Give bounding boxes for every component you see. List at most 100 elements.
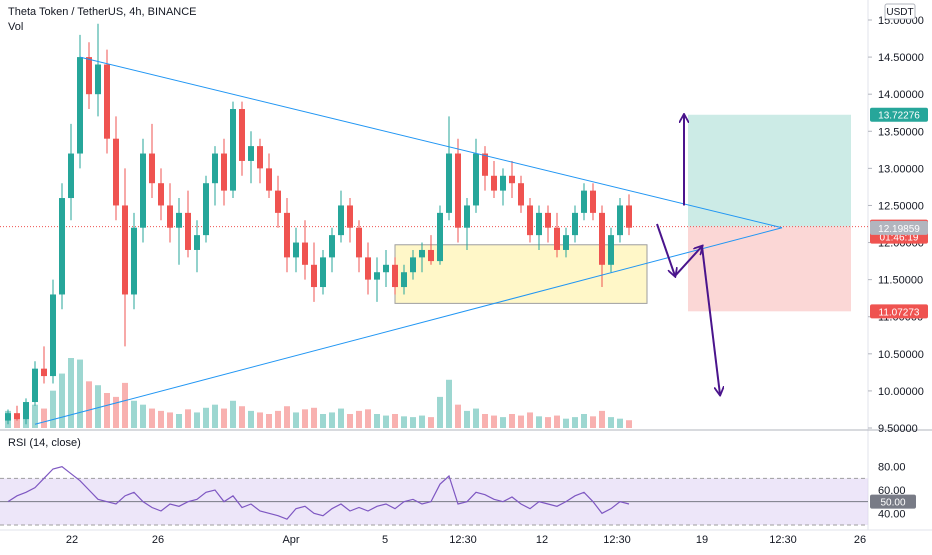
price-badge-label-stop: 11.07273 xyxy=(879,307,920,318)
volume-bar xyxy=(428,417,434,428)
stop-zone xyxy=(688,227,851,312)
candle-body xyxy=(77,57,83,153)
volume-bar xyxy=(293,412,299,428)
time-tick-label: 12 xyxy=(536,534,548,546)
volume-bar xyxy=(50,391,56,428)
candle-body xyxy=(338,205,344,235)
volume-bar xyxy=(392,414,398,428)
candle-body xyxy=(104,65,110,139)
volume-bar xyxy=(410,417,416,428)
candle-body xyxy=(194,235,200,250)
price-tick-label: 11.50000 xyxy=(878,275,923,287)
volume-bar xyxy=(167,412,173,428)
volume-bar xyxy=(509,414,515,428)
candle-body xyxy=(140,154,146,228)
volume-bar xyxy=(320,414,326,428)
volume-bar xyxy=(446,380,452,428)
volume-bar xyxy=(239,406,245,428)
price-tick-label: 12.50000 xyxy=(878,200,924,212)
target-zone xyxy=(688,115,851,227)
price-tick-label: 13.50000 xyxy=(878,126,924,138)
candle-body xyxy=(266,168,272,190)
price-tick-label: 10.50000 xyxy=(878,349,924,361)
candle-body xyxy=(554,228,560,250)
volume-bar xyxy=(230,401,236,428)
volume-bar xyxy=(311,408,317,428)
projection-arrow xyxy=(657,224,675,276)
time-tick-label: 12:30 xyxy=(603,534,631,546)
volume-bar xyxy=(176,414,182,428)
candle-body xyxy=(248,146,254,161)
candle-body xyxy=(221,154,227,191)
volume-bar xyxy=(203,408,209,428)
candle-body xyxy=(545,213,551,228)
candle-body xyxy=(590,191,596,213)
candle-body xyxy=(68,154,74,199)
rsi-pane: 80.0060.0040.0050.00 xyxy=(0,462,916,525)
volume-bar xyxy=(419,416,425,428)
candle-body xyxy=(428,250,434,261)
candle-body xyxy=(383,265,389,272)
candle-body xyxy=(230,109,236,191)
candle-body xyxy=(446,154,452,213)
candle-body xyxy=(329,235,335,257)
volume-bar xyxy=(32,405,38,428)
candle-body xyxy=(518,183,524,205)
volume-bar xyxy=(131,401,137,428)
volume-bar xyxy=(266,414,272,428)
volume-bar xyxy=(122,383,128,428)
volume-label: Vol xyxy=(8,21,23,33)
volume-bar xyxy=(149,409,155,428)
candle-body xyxy=(185,213,191,250)
time-tick-label: 12:30 xyxy=(449,534,477,546)
volume-bar xyxy=(59,374,65,428)
volume-bar xyxy=(545,417,551,428)
volume-bar xyxy=(608,417,614,428)
candle-body xyxy=(284,213,290,258)
candle-body xyxy=(455,154,461,228)
candle-body xyxy=(167,205,173,227)
volume-bar xyxy=(329,412,335,428)
candle-body xyxy=(293,243,299,258)
volume-bar xyxy=(356,411,362,428)
candle-body xyxy=(347,205,353,227)
volume-bar xyxy=(617,419,623,428)
chart-title: Theta Token / TetherUS, 4h, BINANCE xyxy=(8,6,197,18)
time-tick-label: 5 xyxy=(382,534,388,546)
volume-bar xyxy=(248,411,254,428)
volume-bar xyxy=(491,416,497,428)
volume-bar xyxy=(347,414,353,428)
candle-body xyxy=(257,146,263,168)
volume-bar xyxy=(257,412,263,428)
rsi-label: RSI (14, close) xyxy=(8,437,81,449)
rsi-last-label: 50.00 xyxy=(880,498,905,509)
candle-body xyxy=(149,154,155,184)
volume-bar xyxy=(194,412,200,428)
trendlines xyxy=(35,57,782,424)
volume-bar xyxy=(455,405,461,428)
volume-bar xyxy=(338,409,344,428)
candle-body xyxy=(527,205,533,235)
volume-bar xyxy=(464,411,470,428)
volume-bar xyxy=(590,416,596,428)
candle-body xyxy=(23,402,29,419)
volume-bar xyxy=(527,412,533,428)
volume-bar xyxy=(158,411,164,428)
time-tick-label: 22 xyxy=(66,534,78,546)
candle-body xyxy=(392,265,398,287)
rsi-tick-label: 80.00 xyxy=(878,462,906,474)
candle-body xyxy=(95,65,101,95)
candle-body xyxy=(86,57,92,94)
candle-body xyxy=(356,228,362,258)
candle-body xyxy=(131,228,137,295)
volume-bar xyxy=(599,411,605,428)
candle-body xyxy=(581,191,587,213)
volume-bar xyxy=(104,393,110,428)
volume-bar xyxy=(77,360,83,428)
candle-body xyxy=(491,176,497,191)
candle-body xyxy=(536,213,542,235)
candle-body xyxy=(401,272,407,287)
candle-body xyxy=(572,213,578,235)
